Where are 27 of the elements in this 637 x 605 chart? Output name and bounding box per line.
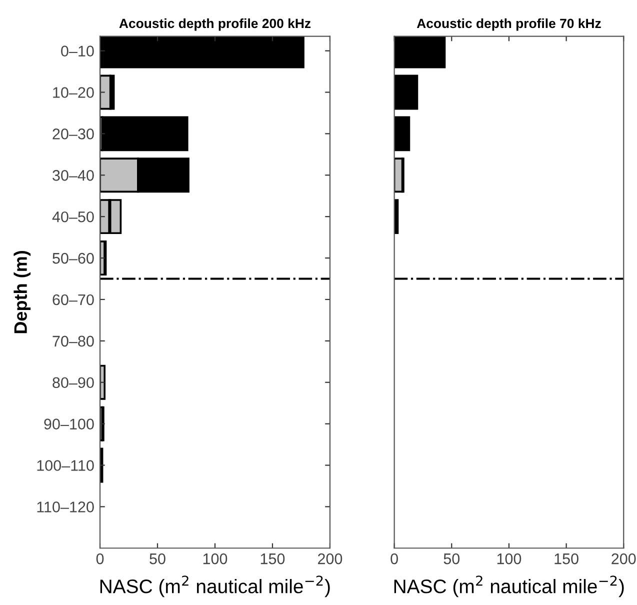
- y-tick-label: 90–100: [44, 418, 94, 430]
- y-tick-label: 40–50: [52, 211, 94, 222]
- y-tick-label: 10–20: [53, 87, 94, 98]
- y-tick-label: 0–10: [61, 46, 94, 56]
- x-tick-label: 0: [96, 553, 104, 564]
- y-tick-label: 80–90: [52, 377, 94, 388]
- x-axis-title: NASC (m$^{2}$ nautical mile$^{−2}$): [100, 576, 330, 598]
- x-tick-label: 200: [318, 553, 342, 564]
- x-tick-label: 200: [612, 553, 636, 564]
- y-tick-label: 100–110: [37, 460, 94, 471]
- chart-title: Acoustic depth profile 200 kHz: [119, 18, 311, 31]
- y-tick-label: 30–40: [52, 170, 94, 181]
- y-tick-label: 70–80: [52, 336, 94, 347]
- x-axis-title: NASC (m$^{2}$ nautical mile$^{−2}$): [394, 576, 624, 598]
- y-tick-label: 20–30: [52, 128, 94, 140]
- x-tick-label: 50: [150, 553, 166, 564]
- y-tick-label: 110–120: [37, 502, 94, 512]
- x-tick-label: 100: [497, 553, 522, 564]
- chart-title: Acoustic depth profile 70 kHz: [416, 18, 601, 31]
- x-tick-label: 50: [444, 553, 460, 564]
- x-tick-label: 0: [390, 553, 398, 564]
- y-tick-label: 50–60: [52, 252, 94, 264]
- x-tick-label: 150: [260, 553, 285, 564]
- y-axis-title: Depth (m): [14, 250, 31, 334]
- x-tick-label: 150: [554, 553, 578, 564]
- x-tick-label: 100: [203, 553, 228, 564]
- y-tick-label: 60–70: [52, 294, 94, 306]
